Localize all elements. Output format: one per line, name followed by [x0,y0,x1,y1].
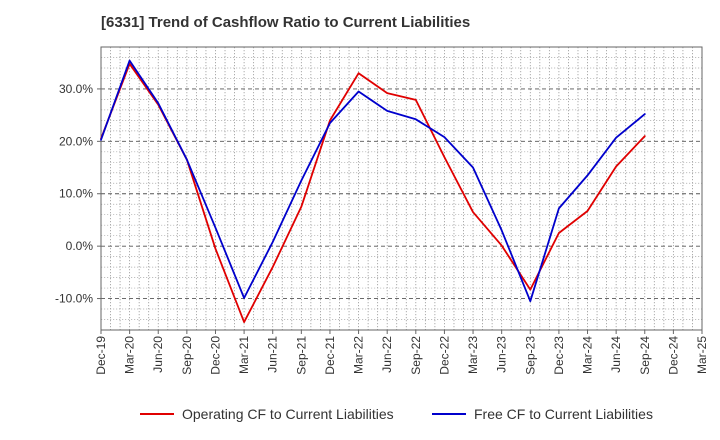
x-tick-label: Sep-23 [523,336,537,375]
x-tick-label: Jun-21 [266,336,280,373]
x-tick-label: Mar-25 [695,336,709,374]
x-tick-label: Sep-24 [638,336,652,375]
x-tick-label: Mar-21 [237,336,251,374]
series-layer [100,59,646,324]
legend-label-free-cf: Free CF to Current Liabilities [474,406,653,422]
x-tick-label: Sep-20 [180,336,194,375]
y-tick-label: 0.0% [66,239,94,253]
x-tick-label: Jun-20 [151,336,165,373]
x-tick-label: Sep-22 [409,336,423,375]
x-tick-label: Dec-24 [666,336,680,375]
x-tick-label: Dec-20 [208,336,222,375]
plot-frame [100,46,703,331]
x-tick-label: Jun-22 [380,336,394,373]
axis-layer [97,46,703,334]
series-line-operating-cf [100,62,646,324]
grid-layer [101,47,702,330]
x-tick-label: Dec-21 [323,336,337,375]
x-tick-label: Sep-21 [294,336,308,375]
x-tick-label: Mar-23 [466,336,480,374]
y-tick-label: 30.0% [59,82,93,96]
series-line-free-cf [100,59,646,303]
x-tick-label: Jun-24 [609,336,623,373]
chart-title: [6331] Trend of Cashflow Ratio to Curren… [101,14,471,31]
x-tick-label: Dec-22 [437,336,451,375]
x-tick-label: Jun-23 [495,336,509,373]
y-tick-label: 20.0% [59,134,93,148]
y-tick-label: -10.0% [55,292,93,306]
y-tick-label: 10.0% [59,187,93,201]
tick-layer: 30.0% 20.0% 10.0% 0.0% -10.0% Dec-19 Mar-20 Jun… [55,82,709,375]
plot-area [101,47,702,330]
legend-item-operating-cf: Operating CF to Current Liabilities [140,402,394,426]
legend-swatch-free-cf [432,413,466,415]
legend-item-free-cf: Free CF to Current Liabilities [432,402,653,426]
x-tick-label: Mar-22 [352,336,366,374]
x-tick-label: Mar-24 [581,336,595,374]
x-tick-label: Dec-23 [552,336,566,375]
legend-swatch-operating-cf [140,413,174,415]
x-tick-label: Mar-20 [123,336,137,374]
legend: Operating CF to Current Liabilities Free… [0,402,720,426]
x-tick-label: Dec-19 [94,336,108,375]
legend-label-operating-cf: Operating CF to Current Liabilities [182,406,394,422]
